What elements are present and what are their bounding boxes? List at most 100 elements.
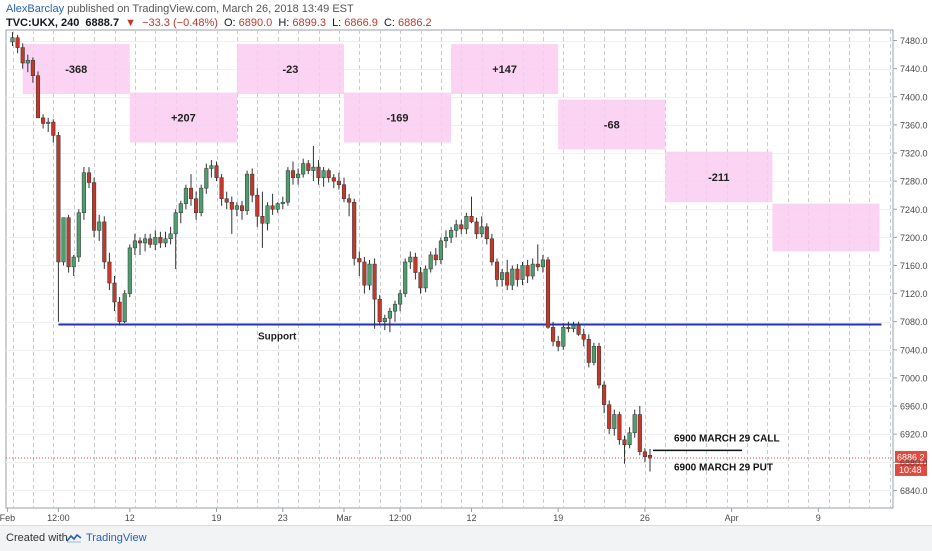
y-tick-label: 7280.0: [900, 177, 928, 187]
candle-body: [535, 263, 540, 268]
chart-header: AlexBarclay published on TradingView.com…: [6, 2, 906, 31]
candle-body: [418, 272, 423, 289]
close-value: 6886.2: [397, 17, 432, 29]
candle-body: [622, 439, 627, 445]
candle-body: [122, 293, 127, 322]
candle-body: [647, 455, 653, 459]
candle-body: [561, 327, 566, 347]
candle-body: [602, 384, 607, 405]
candle-body: [474, 221, 479, 235]
candle-body: [20, 47, 25, 64]
period-box-label: -169: [387, 113, 409, 125]
last-price: 6888.7: [85, 17, 120, 29]
candle-body: [158, 237, 163, 244]
published-text: published on TradingView.com, March 26, …: [67, 3, 354, 15]
candle-body: [107, 261, 112, 284]
candle-body: [35, 75, 41, 119]
candle-body: [367, 263, 372, 286]
countdown-tag: [895, 463, 927, 476]
candle-body: [194, 198, 199, 214]
candle-body: [520, 265, 525, 280]
period-box-label: -211: [708, 172, 729, 184]
candle-body: [392, 303, 398, 312]
candle-body: [127, 247, 132, 294]
candle-body: [413, 256, 418, 273]
candle-body: [540, 259, 545, 268]
candle-body: [46, 121, 51, 124]
footer-bar: Created with TradingView: [0, 525, 932, 551]
candle-body: [459, 224, 464, 230]
symbol-label[interactable]: TVC:UKX, 240: [6, 17, 80, 29]
period-box: [665, 151, 773, 203]
candle-body: [66, 217, 71, 268]
candle-body: [245, 173, 250, 211]
y-tick-label: 7440.0: [900, 64, 928, 74]
author-name[interactable]: AlexBarclay: [6, 3, 65, 15]
candle-body: [510, 268, 515, 286]
x-tick-label: 12:00: [389, 513, 412, 523]
period-boxes: -368 +207 -23 -169 +147 -68 -211: [22, 44, 880, 252]
candle-body: [270, 205, 275, 210]
candle-body: [10, 37, 15, 43]
candle-body: [423, 268, 428, 289]
candle-body: [321, 170, 326, 178]
candle-body: [25, 59, 30, 64]
candle-body: [362, 261, 367, 286]
x-tick-label: 26: [640, 513, 650, 523]
candle-body: [433, 254, 438, 261]
candle-body: [347, 198, 352, 203]
close-label: C:: [383, 17, 395, 29]
candle-body: [382, 317, 387, 322]
candle-body: [586, 339, 591, 363]
candle-body: [301, 163, 306, 175]
call-label: 6900 MARCH 29 CALL: [674, 433, 780, 444]
candle-body: [178, 203, 183, 214]
candle-body: [61, 217, 66, 263]
support-line-group: Support: [58, 323, 882, 343]
candle-body: [148, 238, 153, 245]
y-tick-label: 7200.0: [900, 233, 928, 243]
candle-body: [607, 404, 612, 429]
period-box: [558, 99, 666, 150]
last-price-tag: [895, 450, 927, 463]
candle-body: [479, 226, 484, 235]
candle-body: [183, 187, 188, 204]
candle-body: [525, 265, 530, 277]
created-with-text: Created with: [6, 532, 68, 544]
candle-body: [637, 414, 642, 453]
period-box-label: -23: [282, 64, 298, 76]
candle-body: [336, 180, 341, 185]
candle-body: [219, 177, 224, 199]
candle-body: [290, 170, 296, 178]
candle-body: [41, 117, 46, 124]
y-tick-label: 7120.0: [900, 289, 928, 299]
candle-body: [234, 205, 239, 210]
y-tick-label: 7320.0: [900, 149, 928, 159]
y-tick-label: 7480.0: [900, 36, 928, 46]
candle-body: [56, 135, 61, 263]
x-tick-label: 19: [553, 513, 563, 523]
period-box: [236, 44, 344, 94]
candle-body: [341, 184, 347, 199]
candle-body: [239, 205, 245, 211]
candle-body: [76, 212, 81, 258]
x-tick-label: Feb: [0, 513, 15, 523]
candle-body: [30, 59, 35, 76]
candle-body: [199, 187, 204, 214]
price-chart[interactable]: -368 +207 -23 -169 +147 -68 -211 Support 6886.…: [0, 0, 932, 525]
candle-body: [387, 310, 392, 319]
low-label: L:: [332, 17, 342, 29]
tradingview-logo-icon[interactable]: [66, 533, 82, 543]
candle-body: [173, 212, 178, 235]
period-box-label: -368: [65, 64, 87, 76]
y-tick-label: 7040.0: [900, 345, 928, 355]
tradingview-brand-link[interactable]: TradingView: [86, 532, 147, 544]
candle-body: [15, 37, 20, 48]
y-tick-label: 7080.0: [900, 317, 928, 327]
ohlc-legend: TVC:UKX, 240 6888.7 ▼ −33.3 (−0.48%) O: 6…: [6, 16, 906, 31]
candle-body: [403, 261, 408, 294]
open-value: 6890.0: [238, 17, 273, 29]
annotations: 6886.2 10:48 6900 MARCH 29 CALL 6900 MARCH …: [6, 433, 927, 476]
candle-body: [326, 170, 331, 178]
candle-body: [408, 256, 413, 263]
